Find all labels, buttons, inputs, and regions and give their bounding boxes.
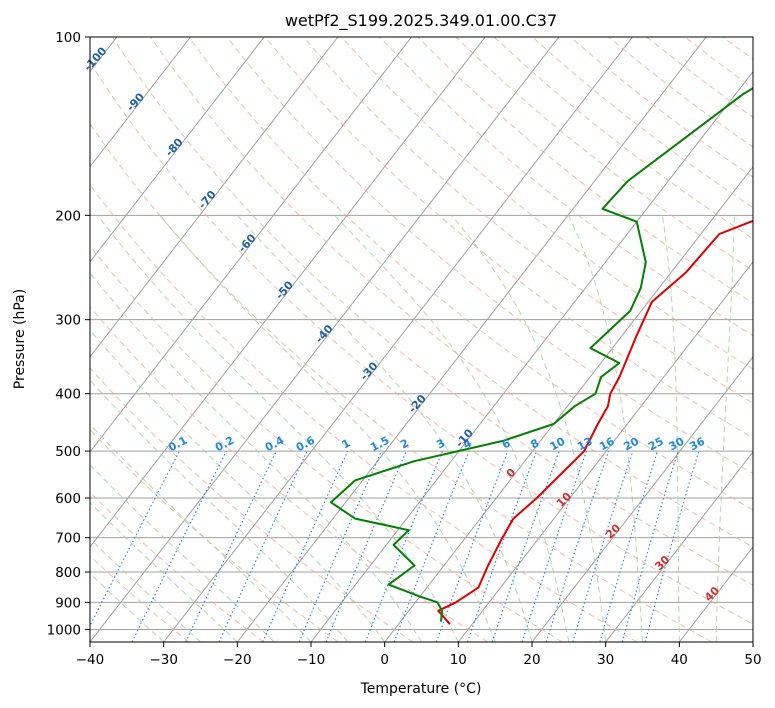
y-tick-label: 900 — [55, 595, 81, 611]
y-tick-label: 1000 — [47, 622, 81, 638]
isotherm-line — [163, 37, 633, 642]
mixing-ratio-label: 20 — [621, 435, 641, 454]
moist-adiabat-line — [334, 214, 570, 642]
dry-adiabat-line — [90, 305, 488, 642]
profiles — [329, 87, 753, 625]
y-tick-label: 600 — [55, 491, 81, 507]
isotherm-line — [531, 356, 753, 642]
dry-adiabat-line — [417, 37, 753, 304]
plot-frame — [89, 36, 754, 643]
mixing-ratio-line — [599, 450, 659, 642]
background-lines — [90, 37, 775, 642]
isotherm-line — [90, 37, 412, 453]
y-tick-label: 300 — [55, 313, 81, 329]
mixing-ratio-line — [521, 450, 588, 642]
isotherm-line — [310, 70, 753, 642]
dry-adiabat-line — [226, 37, 753, 475]
x-tick-label: −30 — [149, 652, 178, 668]
x-tick-label: −10 — [297, 652, 326, 668]
isotherm-line — [752, 641, 753, 642]
y-tick-label: 200 — [55, 208, 81, 224]
chart-title: wetPf2_S199.2025.349.01.00.C37 — [285, 11, 557, 31]
dewpoint-profile-line — [329, 87, 753, 622]
moist-adiabat-line — [90, 329, 386, 642]
dry-adiabat-line — [90, 123, 712, 642]
x-tick-label: −40 — [76, 652, 105, 668]
mixing-ratio-line — [131, 450, 227, 642]
moist-adiabat-line — [90, 537, 201, 642]
moist-adiabat-line — [567, 215, 643, 642]
mixing-ratio-line — [644, 450, 700, 642]
x-tick-label: 30 — [597, 652, 614, 668]
isotherm-line — [90, 37, 191, 168]
x-tick-label: −20 — [223, 652, 252, 668]
isotherm-line — [90, 37, 486, 548]
isotherm-line — [605, 451, 753, 642]
mixing-ratio-line — [466, 450, 538, 642]
axis-ticks: −40 −30 −20 −10 0 10 20 30 40 50 100 200 300 400 500 60… — [47, 30, 762, 668]
plot-background — [90, 37, 753, 642]
dry-adiabat-line — [90, 428, 339, 642]
isotherm-line — [457, 260, 753, 642]
y-tick-label: 800 — [55, 565, 81, 581]
moist-adiabat-line — [90, 423, 312, 642]
dry-adiabat-line — [341, 37, 753, 370]
y-tick-label: 100 — [55, 30, 81, 46]
dry-adiabat-line — [90, 367, 414, 642]
mixing-ratio-label: 30 — [667, 435, 687, 454]
moist-adiabat-line — [159, 214, 496, 642]
y-tick-label: 400 — [55, 387, 81, 403]
dry-adiabat-line — [379, 37, 753, 337]
mixing-ratio-line — [545, 450, 610, 642]
x-tick-label: 0 — [380, 652, 389, 668]
moist-adiabat-line — [90, 272, 422, 642]
x-tick-label: 40 — [671, 652, 688, 668]
mixing-ratio-label: 13 — [575, 435, 595, 454]
dry-adiabat-line — [761, 37, 775, 642]
dry-adiabat-line — [90, 245, 563, 642]
x-tick-label: 50 — [744, 652, 761, 668]
mixing-ratio-line — [393, 450, 470, 642]
mixing-ratio-line — [621, 450, 679, 642]
y-tick-label: 700 — [55, 531, 81, 547]
mixing-ratio-line — [262, 450, 349, 642]
mixing-ratio-line — [364, 450, 444, 642]
mixing-ratio-line — [298, 450, 383, 642]
dry-adiabat-line — [90, 555, 190, 642]
moist-adiabat-line — [237, 214, 533, 642]
x-tick-label: 20 — [523, 652, 540, 668]
isotherm-line — [384, 165, 753, 642]
moist-adiabat-line — [661, 215, 680, 642]
mixing-ratio-label: 10 — [548, 435, 568, 454]
isotherm-line — [90, 37, 339, 358]
y-tick-label: 500 — [55, 444, 81, 460]
moist-adiabat-line — [451, 214, 607, 642]
mixing-ratio-label: 16 — [597, 435, 617, 454]
x-tick-label: 10 — [450, 652, 467, 668]
mixing-ratio-line — [572, 450, 634, 642]
dry-adiabat-line — [150, 37, 753, 548]
dry-adiabat-line — [90, 61, 753, 625]
moist-adiabat-line — [90, 572, 165, 642]
mixing-ratio-line — [325, 450, 407, 642]
temperature-profile-line — [437, 220, 753, 625]
dry-adiabat-line — [90, 184, 638, 642]
moist-adiabat-line — [90, 501, 238, 642]
isotherm-line — [90, 37, 265, 263]
mixing-ratio-label: 36 — [687, 435, 707, 454]
dry-adiabat-line — [112, 37, 753, 586]
isotherm-line — [236, 37, 707, 642]
mixing-ratio-label: 25 — [646, 435, 666, 454]
isotherm-line — [90, 37, 560, 642]
y-axis-label: Pressure (hPa) — [12, 289, 28, 389]
dry-adiabat-line — [188, 37, 753, 511]
moist-adiabat-line — [715, 215, 735, 642]
x-axis-label: Temperature (°C) — [360, 681, 482, 697]
mixing-ratio-line — [491, 450, 560, 642]
